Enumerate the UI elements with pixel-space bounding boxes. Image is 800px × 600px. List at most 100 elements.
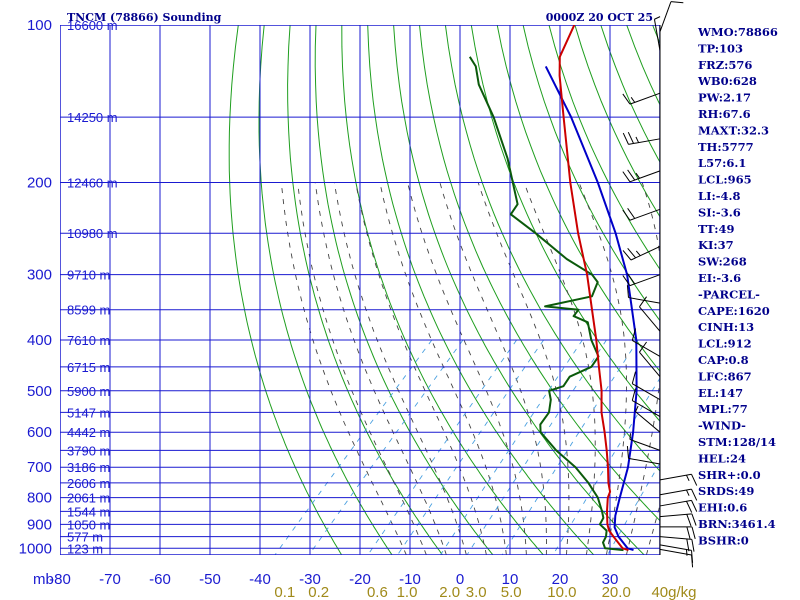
height-label: 2061 m <box>67 491 110 506</box>
wind-barb <box>631 371 661 401</box>
mixing-ratio-line <box>367 339 517 555</box>
mixing-ratio-line <box>607 462 660 555</box>
mixing-ratio-line <box>440 339 583 555</box>
moist-adiabat <box>645 503 660 555</box>
temperature-tick-label: 30 <box>602 571 619 588</box>
wind-barb <box>639 341 661 378</box>
temperature-tick-label: -70 <box>99 571 121 588</box>
wind-barb <box>660 526 696 539</box>
pressure-tick-label: 800 <box>27 490 52 507</box>
index-value: MPL:77 <box>698 402 748 416</box>
index-value: EL:147 <box>698 386 743 400</box>
index-value: LI:-4.8 <box>698 189 741 203</box>
dry-adiabat <box>314 25 494 555</box>
wind-barb <box>622 246 661 261</box>
wind-barb <box>653 16 661 51</box>
dry-adiabat <box>444 25 660 472</box>
temperature-tick-label: -20 <box>349 571 371 588</box>
mixing-ratio-line <box>308 339 464 555</box>
moist-adiabat <box>333 182 467 555</box>
dry-adiabat <box>470 25 660 423</box>
pressure-tick-label: 100 <box>27 17 52 34</box>
wind-barb <box>659 1 684 32</box>
index-value: SI:-3.6 <box>698 205 741 219</box>
index-value: LFC:867 <box>698 369 752 383</box>
height-label: 3186 m <box>67 460 110 475</box>
wind-barb <box>622 273 661 287</box>
index-value: FRZ:576 <box>698 58 752 72</box>
height-labels: 16600 m 14250 m 12460 m 10980 m 9710 m 8599 m… <box>67 18 118 556</box>
mixing-ratio-label: 0.2 <box>308 584 329 600</box>
index-value: TH:5777 <box>698 140 754 154</box>
index-value: TP:103 <box>698 41 743 55</box>
mixing-ratio-line <box>466 339 607 555</box>
index-value: WB0:628 <box>697 74 757 88</box>
index-value: CAP:0.8 <box>698 353 749 367</box>
profiles <box>468 25 638 552</box>
pressure-tick-label: 200 <box>27 175 52 192</box>
height-label: 1050 m <box>67 517 110 532</box>
wind-barb <box>622 132 661 145</box>
grid <box>60 25 660 555</box>
wind-barb <box>659 473 698 486</box>
moist-adiabat <box>379 182 507 555</box>
pressure-tick-label: 1000 <box>19 540 52 557</box>
mixing-ratio-line <box>501 339 639 555</box>
wind-barb <box>622 208 661 221</box>
background-lines <box>228 25 660 555</box>
pressure-unit-label: mb <box>33 571 54 588</box>
mixing-ratio-line <box>274 339 433 555</box>
index-value: CINH:13 <box>698 320 754 334</box>
height-label: 6715 m <box>67 360 110 375</box>
height-label: 4442 m <box>67 425 110 440</box>
index-value: SW:268 <box>698 255 747 269</box>
mixing-ratio-label: 20.0 <box>602 584 631 600</box>
mixing-ratio-label: 5.0 <box>501 584 522 600</box>
temperature-trace <box>558 25 629 552</box>
height-label: 16600 m <box>67 18 118 33</box>
dry-adiabat <box>522 25 660 322</box>
index-value: RH:67.6 <box>698 107 751 121</box>
height-label: 8599 m <box>67 303 110 318</box>
dry-adiabat <box>258 25 393 555</box>
pressure-tick-label: 600 <box>27 424 52 441</box>
temperature-tick-label: -60 <box>149 571 171 588</box>
index-value: LCL:965 <box>698 173 752 187</box>
index-value: -PARCEL- <box>698 287 760 301</box>
moist-adiabat <box>407 182 527 555</box>
index-value: BRN:3461.4 <box>698 517 776 531</box>
height-label: 577 m <box>67 530 103 545</box>
mixing-ratio-label: 10.0 <box>547 584 576 600</box>
mixing-ratio-label: 1.0 <box>397 584 418 600</box>
index-value: EHI:0.6 <box>698 501 747 515</box>
height-label: 9710 m <box>67 268 110 283</box>
moist-adiabat <box>625 182 660 555</box>
mixing-ratio-label: 0.1 <box>274 584 295 600</box>
wind-barb <box>659 548 694 568</box>
height-label: 5147 m <box>67 405 110 420</box>
height-label: 3790 m <box>67 443 110 458</box>
temperature-tick-label: -50 <box>199 571 221 588</box>
dewpoint-trace <box>468 56 624 552</box>
index-value: TT:49 <box>698 222 735 236</box>
height-label: 2606 m <box>67 476 110 491</box>
wind-barb <box>635 405 661 433</box>
wind-barb <box>659 536 695 552</box>
index-value: MAXT:32.3 <box>698 123 769 137</box>
wind-barb <box>631 328 661 357</box>
wind-barbs <box>622 1 698 568</box>
index-value: -WIND- <box>698 419 746 433</box>
temperature-tick-label: -10 <box>399 571 421 588</box>
index-value: WMO:78866 <box>697 25 778 39</box>
index-value: STM:128/14 <box>698 435 776 449</box>
temperature-tick-label: 20 <box>552 571 569 588</box>
moist-adiabat <box>297 182 427 555</box>
index-value: PW:2.17 <box>698 91 751 105</box>
wind-barb <box>626 445 661 465</box>
index-value: EI:-3.6 <box>698 271 741 285</box>
index-value: HEL:24 <box>698 451 746 465</box>
height-label: 10980 m <box>67 226 118 241</box>
wind-barb <box>622 92 661 105</box>
